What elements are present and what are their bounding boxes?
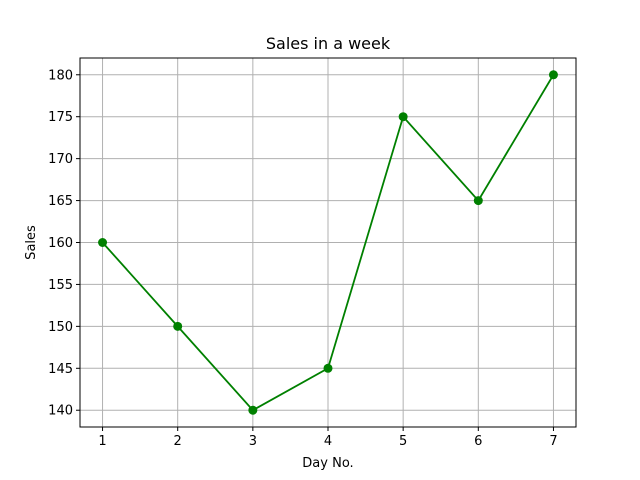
chart-title: Sales in a week bbox=[266, 34, 391, 53]
y-tick-label: 165 bbox=[48, 194, 73, 209]
data-point bbox=[398, 112, 408, 122]
grid bbox=[80, 58, 576, 427]
y-tick-label: 175 bbox=[48, 110, 73, 125]
data-point bbox=[173, 321, 183, 331]
y-tick-label: 170 bbox=[48, 152, 73, 167]
data-point bbox=[248, 405, 258, 415]
data-point bbox=[98, 238, 108, 247]
data-point bbox=[473, 196, 483, 206]
y-tick-label: 160 bbox=[48, 236, 73, 251]
y-axis-label: Sales bbox=[24, 225, 39, 260]
x-tick-label: 6 bbox=[474, 434, 482, 449]
x-tick-label: 2 bbox=[174, 434, 182, 449]
x-tick-label: 3 bbox=[249, 434, 257, 449]
x-tick-label: 1 bbox=[98, 434, 106, 449]
y-tick-label: 140 bbox=[48, 404, 73, 419]
y-tick-label: 180 bbox=[48, 68, 73, 83]
x-axis-label: Day No. bbox=[302, 456, 353, 471]
data-point bbox=[548, 70, 558, 80]
x-tick-label: 5 bbox=[399, 434, 407, 449]
series-layer bbox=[98, 70, 558, 415]
axis-ticks: 1 2 3 4 5 6 7 140 145 150 155 160 165 170 175 180 bbox=[48, 68, 557, 449]
x-tick-label: 7 bbox=[549, 434, 557, 449]
y-tick-label: 155 bbox=[48, 278, 73, 293]
x-tick-label: 4 bbox=[324, 434, 332, 449]
y-tick-label: 145 bbox=[48, 362, 73, 377]
y-tick-label: 150 bbox=[48, 320, 73, 335]
data-point bbox=[323, 363, 333, 373]
